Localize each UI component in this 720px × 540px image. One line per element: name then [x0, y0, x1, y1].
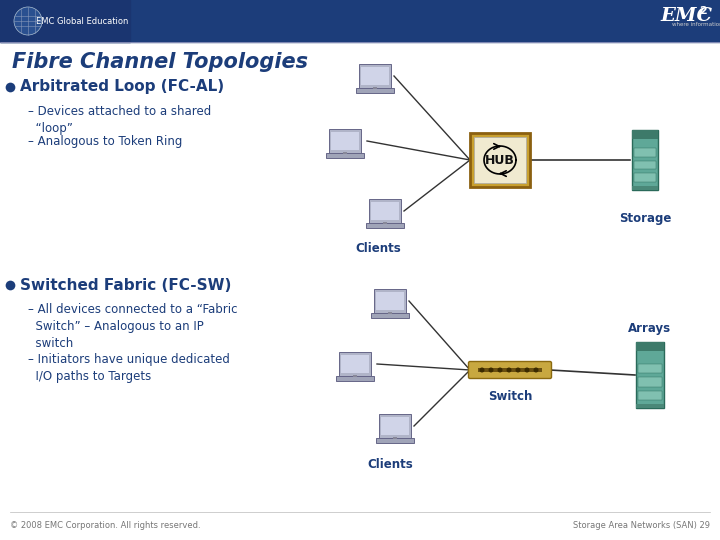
Text: Arrays: Arrays [629, 322, 672, 335]
Bar [373, 87, 377, 89]
FancyBboxPatch shape [379, 414, 411, 438]
Text: – Analogous to Token Ring: – Analogous to Token Ring [28, 135, 182, 148]
Bar [478, 368, 542, 372]
Bar [632, 130, 658, 190]
Bar [341, 355, 369, 374]
FancyBboxPatch shape [369, 199, 401, 223]
Bar [382, 417, 409, 435]
Bar [377, 292, 404, 310]
Bar [638, 377, 662, 387]
Bar [0, 0, 720, 42]
FancyBboxPatch shape [469, 361, 552, 379]
FancyBboxPatch shape [372, 313, 409, 318]
Bar [470, 133, 530, 187]
Text: Fibre Channel Topologies: Fibre Channel Topologies [12, 52, 308, 72]
Text: © 2008 EMC Corporation. All rights reserved.: © 2008 EMC Corporation. All rights reser… [10, 522, 201, 530]
Circle shape [507, 368, 510, 372]
Bar [634, 161, 656, 169]
FancyBboxPatch shape [359, 64, 391, 88]
Bar [388, 312, 392, 314]
Bar [636, 403, 665, 408]
Bar [0, 0, 130, 42]
Circle shape [489, 368, 492, 372]
FancyBboxPatch shape [374, 289, 406, 313]
Text: – All devices connected to a “Fabric
  Switch” – Analogous to an IP
  switch: – All devices connected to a “Fabric Swi… [28, 303, 238, 350]
Bar [638, 364, 662, 373]
Text: Arbitrated Loop (FC-AL): Arbitrated Loop (FC-AL) [20, 79, 224, 94]
Text: Clients: Clients [355, 242, 401, 255]
Bar [632, 186, 658, 190]
Text: Storage Area Networks (SAN) 29: Storage Area Networks (SAN) 29 [573, 522, 710, 530]
Bar [634, 148, 656, 157]
Bar [636, 342, 665, 408]
Bar [383, 222, 387, 224]
Text: HUB: HUB [485, 153, 515, 166]
Text: Switched Fabric (FC-SW): Switched Fabric (FC-SW) [20, 278, 231, 293]
Circle shape [525, 368, 528, 372]
Bar [361, 67, 389, 85]
Text: EMC: EMC [660, 7, 712, 25]
Text: EMC Global Education: EMC Global Education [36, 17, 128, 25]
Circle shape [516, 368, 520, 372]
FancyBboxPatch shape [326, 153, 364, 158]
Text: Storage: Storage [618, 212, 671, 225]
Bar [354, 375, 356, 377]
Bar [331, 132, 359, 151]
FancyBboxPatch shape [377, 438, 414, 443]
Bar [393, 437, 397, 439]
FancyBboxPatch shape [339, 352, 371, 376]
Text: where information lives®: where information lives® [672, 23, 720, 28]
FancyBboxPatch shape [329, 129, 361, 153]
Text: Clients: Clients [367, 458, 413, 471]
Bar [636, 342, 665, 351]
Text: Switch: Switch [488, 390, 532, 403]
Bar [372, 202, 399, 220]
Bar [638, 391, 662, 400]
Text: – Devices attached to a shared
  “loop”: – Devices attached to a shared “loop” [28, 105, 211, 135]
Circle shape [14, 7, 42, 35]
FancyBboxPatch shape [356, 88, 394, 93]
Circle shape [534, 368, 538, 372]
FancyBboxPatch shape [336, 376, 374, 381]
FancyBboxPatch shape [366, 223, 404, 228]
Bar [474, 137, 526, 183]
Circle shape [480, 368, 484, 372]
Text: – Initiators have unique dedicated
  I/O paths to Targets: – Initiators have unique dedicated I/O p… [28, 353, 230, 383]
Bar [632, 130, 658, 139]
Circle shape [498, 368, 502, 372]
Bar [343, 152, 347, 154]
Text: 2: 2 [699, 6, 707, 16]
Bar [634, 173, 656, 182]
